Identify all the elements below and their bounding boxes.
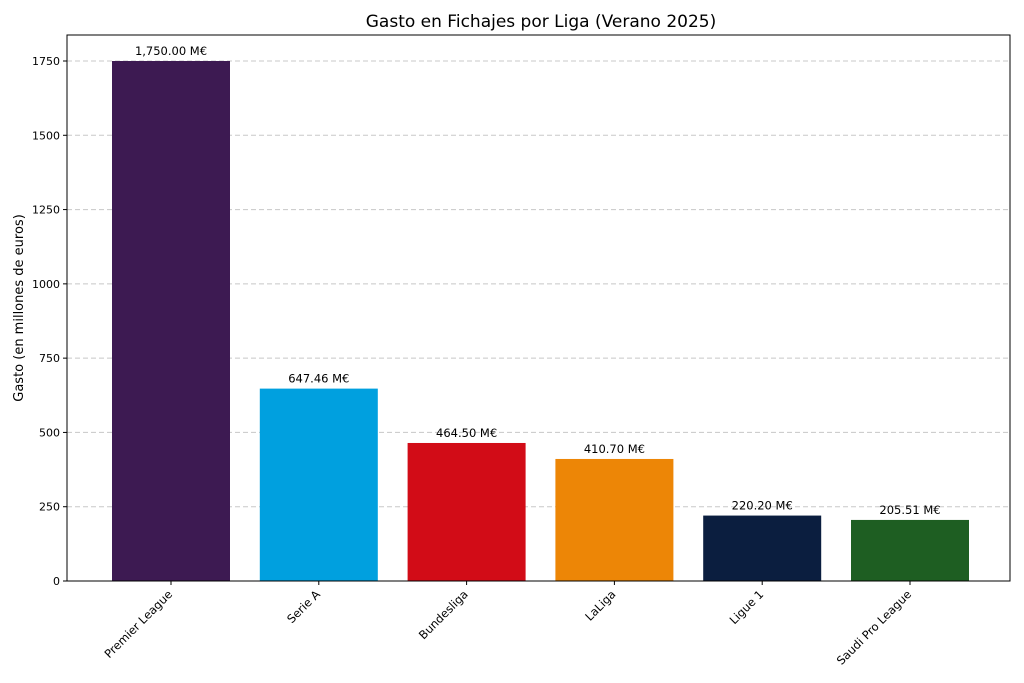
grid-lines — [67, 60, 1010, 508]
bar-value-label: 647.46 M€ — [288, 372, 349, 386]
y-tick-label: 1000 — [32, 278, 60, 291]
y-tick-label: 1750 — [32, 55, 60, 68]
y-tick-label: 750 — [39, 352, 60, 365]
bar-value-label: 410.70 M€ — [584, 442, 645, 456]
y-axis-ticks: 0 250 500 750 1000 1250 1500 1750 — [32, 55, 67, 588]
x-tick-label: Ligue 1 — [727, 587, 767, 627]
chart-title: Gasto en Fichajes por Liga (Verano 2025) — [366, 12, 716, 32]
bars — [112, 61, 969, 581]
plot-frame — [66, 34, 1011, 582]
bar-value-label: 1,750.00 M€ — [135, 44, 207, 58]
bar-value-label: 220.20 M€ — [732, 499, 793, 513]
y-tick-label: 1250 — [32, 204, 60, 217]
x-axis-ticks: Premier League Serie A Bundesliga LaLiga Lig… — [101, 581, 914, 668]
y-tick-label: 0 — [53, 575, 60, 588]
bar — [851, 519, 969, 581]
bar — [407, 442, 526, 581]
bar-value-label: 464.50 M€ — [436, 426, 497, 440]
bar — [703, 515, 822, 581]
data-labels: 1,750.00 M€ 647.46 M€ 464.50 M€ 410.70 M€ 22… — [135, 44, 941, 517]
x-tick-label: Premier League — [101, 587, 175, 661]
y-tick-label: 1500 — [32, 129, 60, 142]
x-tick-label: Bundesliga — [416, 587, 471, 642]
bar-value-label: 205.51 M€ — [879, 503, 940, 517]
x-tick-label: Saudi Pro League — [834, 587, 914, 667]
y-tick-label: 500 — [39, 426, 60, 439]
bar — [259, 388, 378, 581]
x-tick-label: Serie A — [284, 587, 323, 626]
y-tick-label: 250 — [39, 501, 60, 514]
bar — [555, 458, 674, 581]
bar — [112, 61, 230, 581]
x-tick-label: LaLiga — [582, 587, 618, 623]
y-axis-label: Gasto (en millones de euros) — [12, 214, 27, 402]
